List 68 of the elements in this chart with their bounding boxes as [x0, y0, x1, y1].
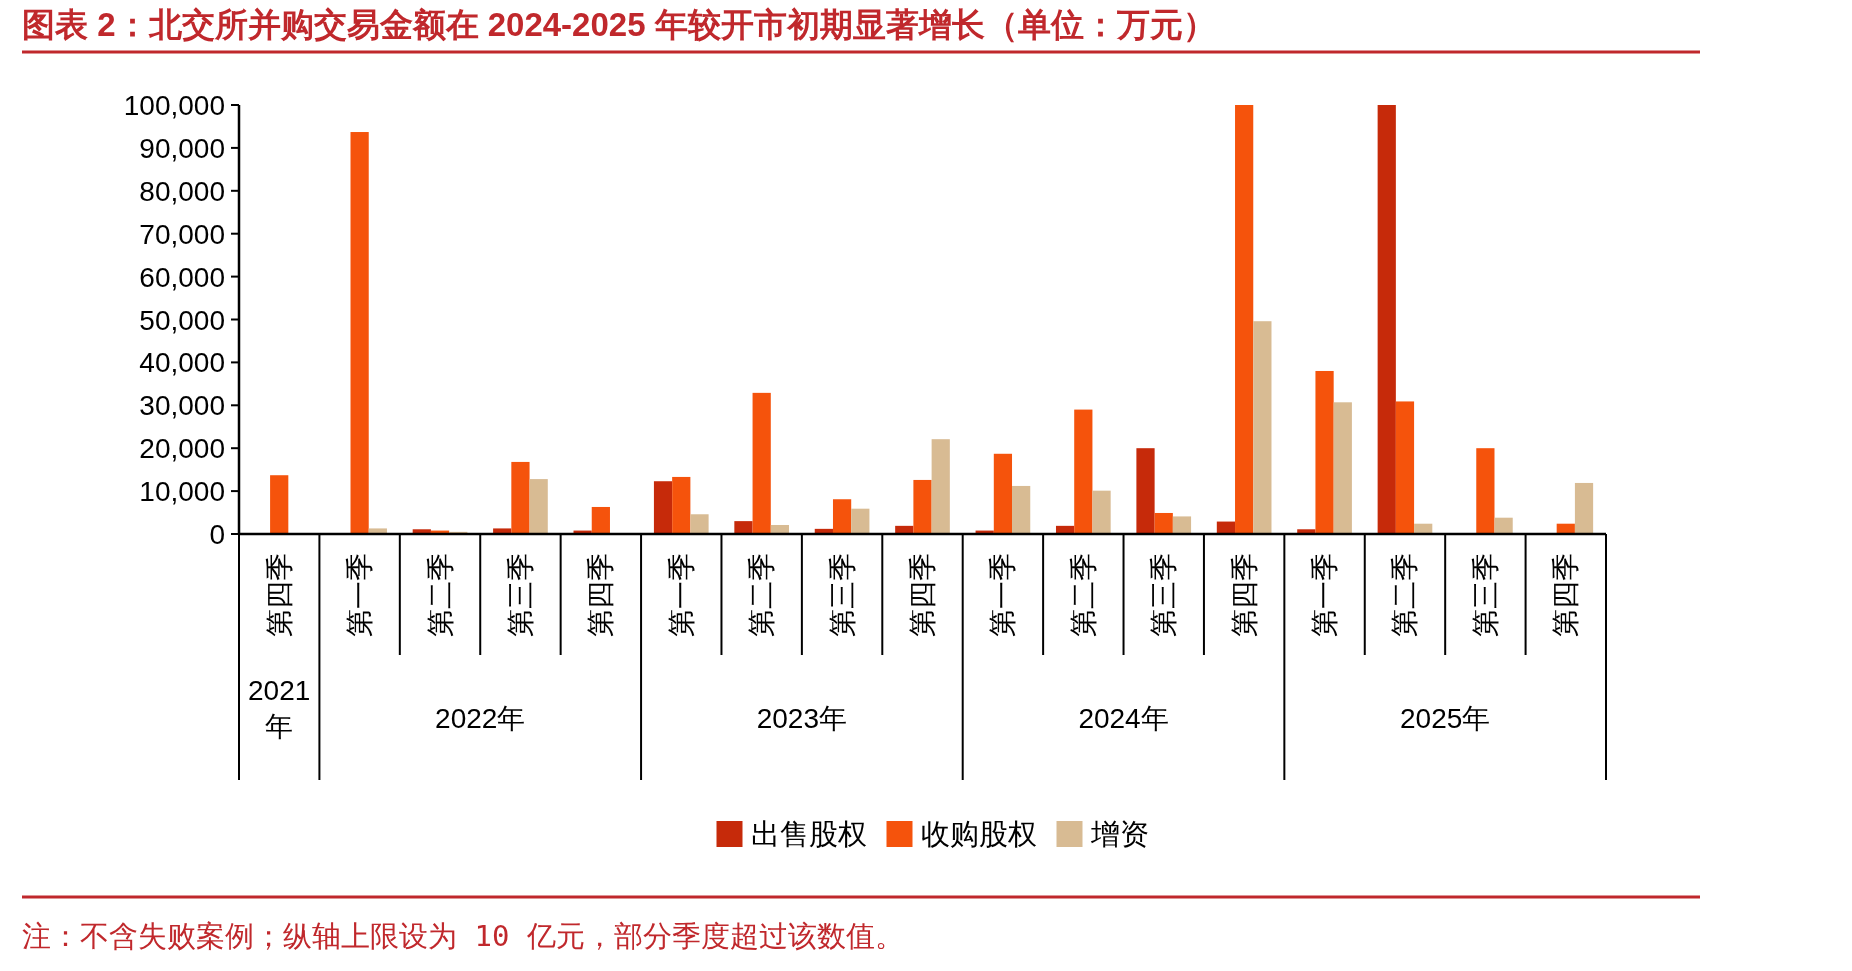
bar: [1235, 105, 1254, 534]
bar: [1154, 512, 1173, 534]
y-tick-label: 40,000: [139, 347, 225, 379]
bar: [690, 514, 709, 534]
bar: [1172, 516, 1192, 534]
bar: [1574, 482, 1594, 534]
bar: [1315, 370, 1334, 534]
chart-title: 图表 2：北交所并购交易金额在 2024-2025 年较开市初期显著增长（单位：万元）: [22, 6, 1216, 43]
bar: [1494, 517, 1513, 534]
x-tick-label: 第二季: [424, 552, 456, 637]
bar: [832, 499, 852, 534]
bar: [1012, 485, 1031, 534]
legend-label: 收购股权: [920, 818, 1037, 850]
y-tick-label: 90,000: [139, 132, 225, 164]
bar: [1136, 448, 1155, 534]
bar: [752, 392, 771, 534]
text: 注：不含失败案例；纵轴上限设为 10 亿元，部分季度超过该数值。: [22, 919, 904, 953]
bar: [1377, 105, 1396, 534]
text: 2023年: [756, 702, 848, 734]
bar: [931, 439, 950, 534]
text: 2021年: [248, 674, 311, 742]
x-tick-label: 第三季: [504, 552, 536, 637]
x-tick-label: 第三季: [826, 552, 858, 637]
legend-label: 增资: [1089, 818, 1149, 850]
y-tick-label: 30,000: [139, 390, 225, 422]
text: 2022年: [435, 702, 526, 734]
x-tick-label: 第四季: [1550, 552, 1582, 637]
x-tick-label: 第四季: [907, 552, 938, 637]
x-tick-label: 第二季: [1067, 552, 1099, 637]
x-tick-label: 第一季: [987, 552, 1019, 637]
bar: [734, 521, 753, 534]
y-tick-label: 50,000: [139, 304, 225, 336]
bar: [529, 479, 548, 534]
bar: [350, 132, 369, 534]
bar: [1395, 401, 1415, 534]
x-tick-label: 第三季: [1148, 552, 1180, 637]
y-tick-label: 60,000: [139, 261, 225, 293]
x-tick-label: 第一季: [344, 552, 376, 637]
y-tick-label: 70,000: [139, 218, 225, 250]
y-tick-label: 10,000: [139, 476, 225, 508]
x-tick-label: 第三季: [1469, 552, 1501, 637]
bar: [591, 506, 610, 534]
x-tick-label: 第一季: [665, 552, 697, 637]
bar: [511, 461, 530, 534]
bar: [1092, 490, 1111, 534]
x-tick-label: 第二季: [746, 552, 778, 637]
text: 2025年: [1400, 702, 1491, 734]
bar: [1333, 402, 1352, 534]
x-tick-label: 第四季: [585, 552, 617, 637]
y-tick-label: 100,000: [123, 90, 225, 121]
bar: [913, 479, 932, 534]
y-tick-label: 80,000: [139, 175, 225, 207]
x-tick-label: 第四季: [263, 552, 295, 637]
bar: [1253, 321, 1272, 534]
x-tick-label: 第四季: [1228, 552, 1260, 637]
bar: [1074, 409, 1093, 534]
bar: [993, 453, 1013, 534]
x-tick-label: 第一季: [1309, 552, 1341, 637]
bar: [653, 481, 673, 534]
text: 2024年: [1078, 702, 1169, 734]
bar: [672, 476, 691, 534]
bar: [851, 508, 870, 534]
x-tick-label: 第二季: [1389, 552, 1421, 637]
legend-label: 出售股权: [750, 818, 867, 850]
y-tick-label: 20,000: [139, 433, 225, 465]
bar: [270, 475, 289, 534]
bar: [1476, 448, 1495, 534]
y-tick-label: 0: [209, 519, 225, 550]
